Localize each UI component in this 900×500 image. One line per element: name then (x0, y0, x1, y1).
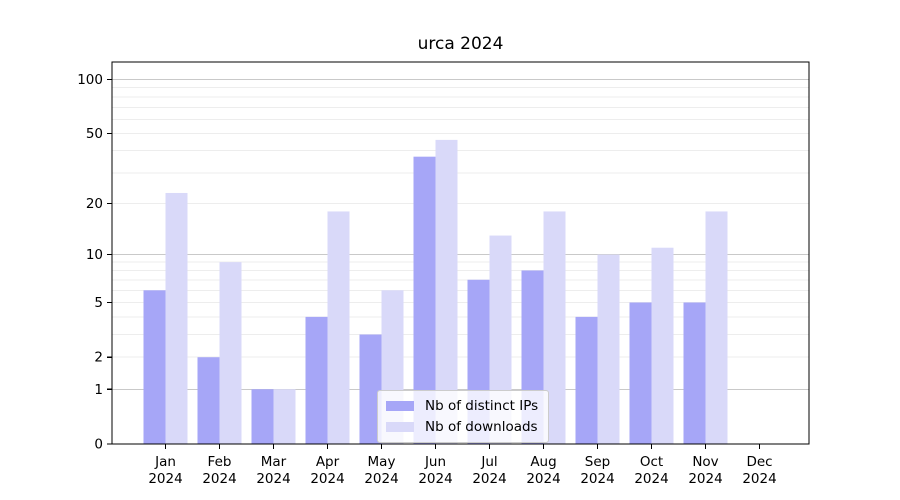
legend-label-distinct-ips: Nb of distinct IPs (425, 398, 539, 414)
legend-row-downloads: Nb of downloads (386, 417, 538, 437)
bar-apr-downloads (327, 211, 350, 444)
plot-border (111, 61, 810, 445)
bar-feb-ips (197, 357, 220, 444)
y-tick-label-100: 100 (77, 72, 103, 88)
y-axis: 0 1 2 5 10 20 50 100 (77, 72, 112, 453)
x-tick-label-sep: Sep 2024 (580, 454, 614, 487)
chart-title: urca 2024 (417, 34, 504, 54)
x-tick-label-mar: Mar 2024 (256, 454, 290, 487)
bar-jan-downloads (165, 192, 188, 444)
y-tick-label-5: 5 (94, 295, 103, 311)
x-tick-label-may: May 2024 (364, 454, 398, 487)
x-axis: Jan 2024 Feb 2024 Mar 2024 Apr 2024 May 2024 Jun 20… (148, 444, 777, 487)
bar-aug-downloads (543, 211, 566, 444)
x-tick-label-jul: Jul 2024 (472, 454, 506, 487)
legend-swatch-downloads (386, 422, 414, 432)
bar-jun-downloads (435, 139, 458, 444)
bar-mar-ips (251, 389, 274, 444)
bar-apr-ips (305, 316, 328, 444)
bar-jun-ips (413, 156, 436, 444)
y-tick-label-1: 1 (94, 382, 103, 398)
x-tick-label-apr: Apr 2024 (310, 454, 344, 487)
legend: Nb of distinct IPs Nb of downloads (377, 390, 550, 443)
y-tick-label-10: 10 (86, 247, 103, 263)
legend-label-downloads: Nb of downloads (425, 419, 538, 435)
x-tick-label-feb: Feb 2024 (202, 454, 236, 487)
bar-may-ips (359, 334, 382, 444)
x-tick-label-dec: Dec 2024 (742, 454, 776, 487)
y-tick-label-0: 0 (94, 437, 103, 453)
bars-distinct-ips (143, 156, 706, 444)
y-tick-label-50: 50 (86, 126, 103, 142)
x-tick-label-aug: Aug 2024 (526, 454, 560, 487)
bar-oct-downloads (651, 247, 674, 444)
x-tick-label-oct: Oct 2024 (634, 454, 668, 487)
x-tick-label-nov: Nov 2024 (688, 454, 722, 487)
y-tick-label-2: 2 (94, 350, 103, 366)
bar-nov-ips (683, 302, 706, 444)
bar-feb-downloads (219, 262, 242, 444)
legend-swatch-distinct-ips (386, 401, 414, 411)
bar-sep-downloads (597, 254, 620, 444)
y-tick-label-20: 20 (86, 196, 103, 212)
bar-nov-downloads (705, 211, 728, 444)
y-minor-gridlines (112, 87, 809, 358)
legend-row-distinct-ips: Nb of distinct IPs (386, 396, 538, 416)
bar-jan-ips (143, 290, 166, 444)
bar-sep-ips (575, 316, 598, 444)
bar-oct-ips (629, 302, 652, 444)
x-tick-label-jun: Jun 2024 (418, 454, 452, 487)
bar-mar-downloads (273, 389, 296, 444)
x-tick-label-jan: Jan 2024 (148, 454, 182, 487)
